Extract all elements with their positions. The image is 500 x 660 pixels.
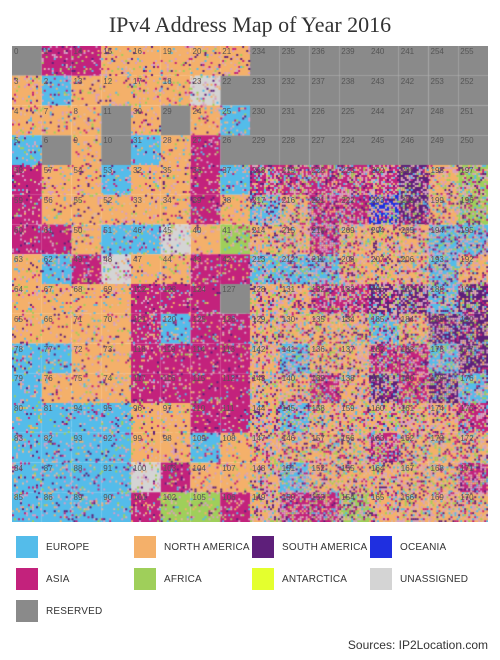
legend-item-eu: EUROPE — [16, 536, 134, 558]
legend-label: ANTARCTICA — [282, 574, 347, 585]
legend-swatch — [16, 568, 38, 590]
legend-swatch — [134, 536, 156, 558]
page-title: IPv4 Address Map of Year 2016 — [12, 12, 488, 38]
legend-swatch — [134, 568, 156, 590]
legend-item-un: UNASSIGNED — [370, 568, 488, 590]
legend-item-sa: SOUTH AMERICA — [252, 536, 370, 558]
legend: EUROPE NORTH AMERICA SOUTH AMERICA OCEANIA A… — [16, 536, 488, 632]
legend-swatch — [252, 568, 274, 590]
legend-item-rs: RESERVED — [16, 600, 134, 622]
legend-swatch — [370, 536, 392, 558]
legend-swatch — [370, 568, 392, 590]
legend-item-oc: OCEANIA — [370, 536, 488, 558]
legend-swatch — [252, 536, 274, 558]
legend-label: ASIA — [46, 574, 70, 585]
legend-label: EUROPE — [46, 542, 89, 553]
legend-swatch — [16, 600, 38, 622]
legend-label: OCEANIA — [400, 542, 446, 553]
ipv4-map: 0123456789101112131415161718192021222324… — [12, 46, 488, 522]
legend-item-as: ASIA — [16, 568, 134, 590]
map-canvas — [12, 46, 488, 522]
legend-label: UNASSIGNED — [400, 574, 468, 585]
legend-label: AFRICA — [164, 574, 202, 585]
page-root: IPv4 Address Map of Year 2016 0123456789… — [0, 0, 500, 660]
legend-item-an: ANTARCTICA — [252, 568, 370, 590]
legend-item-na: NORTH AMERICA — [134, 536, 252, 558]
legend-label: RESERVED — [46, 606, 102, 617]
legend-item-af: AFRICA — [134, 568, 252, 590]
source-caption: Sources: IP2Location.com — [348, 638, 488, 652]
legend-swatch — [16, 536, 38, 558]
legend-label: NORTH AMERICA — [164, 542, 250, 553]
legend-label: SOUTH AMERICA — [282, 542, 367, 553]
